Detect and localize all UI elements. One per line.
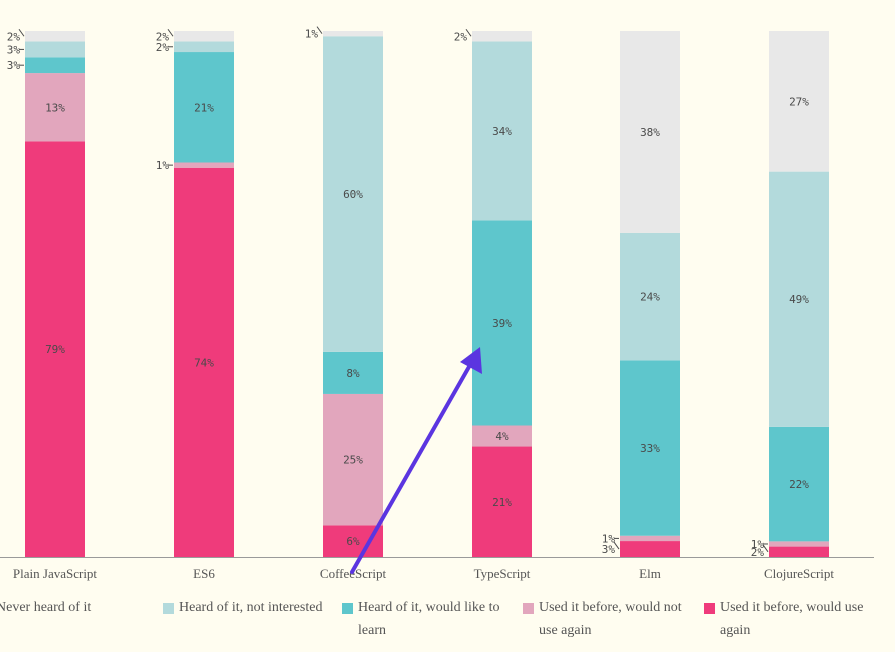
bar-segment-es6-used-it-before-would-not-use-again bbox=[174, 162, 234, 168]
data-label: 39% bbox=[492, 317, 512, 330]
legend-label: Used it before, would use again bbox=[720, 596, 863, 642]
bar-segment-es6-heard-of-it-not-interested bbox=[174, 41, 234, 53]
data-label-outside: 2% bbox=[7, 30, 21, 43]
bar-segment-plain-javascript-used-it-before-would-not-use-again bbox=[25, 73, 85, 142]
bar-segment-elm-never-heard-of-it bbox=[620, 31, 680, 233]
legend-label-line: again bbox=[720, 623, 751, 638]
legend-label: Heard of it, not interested bbox=[179, 596, 322, 619]
bar-segment-typescript-heard-of-it-would-like-to-learn bbox=[472, 220, 532, 426]
annotation-arrow-head bbox=[460, 347, 482, 374]
bar-segment-coffeescript-used-it-before-would-use-again bbox=[323, 525, 383, 557]
data-label: 34% bbox=[492, 125, 512, 138]
bar-segment-coffeescript-heard-of-it-not-interested bbox=[323, 36, 383, 352]
data-label: 60% bbox=[343, 188, 363, 201]
data-label-outside: 1% bbox=[602, 532, 616, 545]
category-label: TypeScript bbox=[474, 566, 531, 581]
legend-label-line: Used it before, would use bbox=[720, 600, 864, 615]
data-label-outside: 1% bbox=[156, 159, 170, 172]
data-label: 4% bbox=[495, 430, 509, 443]
legend-label: Heard of it, would like to learn bbox=[358, 596, 500, 642]
data-label-outside: 2% bbox=[156, 41, 170, 54]
data-label: 27% bbox=[789, 95, 809, 108]
legend-label-line: use again bbox=[539, 623, 592, 638]
data-label: 33% bbox=[640, 442, 660, 455]
category-label: Plain JavaScript bbox=[13, 566, 98, 581]
bar-segment-clojurescript-heard-of-it-would-like-to-learn bbox=[769, 426, 829, 542]
bar-segment-clojurescript-used-it-before-would-use-again bbox=[769, 546, 829, 557]
category-label: ClojureScript bbox=[764, 566, 834, 581]
data-label: 24% bbox=[640, 291, 660, 304]
stacked-bar-chart: 79%13%3%3%2%Plain JavaScript74%1%21%2%2%… bbox=[0, 26, 874, 581]
data-label: 8% bbox=[346, 367, 360, 380]
bar-segment-coffeescript-heard-of-it-would-like-to-learn bbox=[323, 351, 383, 394]
bar-segment-coffeescript-used-it-before-would-not-use-again bbox=[323, 393, 383, 526]
bar-segment-es6-used-it-before-would-use-again bbox=[174, 167, 234, 557]
data-label-outside: 1% bbox=[305, 28, 319, 41]
bar-segment-plain-javascript-never-heard-of-it bbox=[25, 31, 85, 42]
bar-segment-elm-heard-of-it-not-interested bbox=[620, 232, 680, 361]
label-leader-line bbox=[316, 26, 323, 34]
data-label: 22% bbox=[789, 478, 809, 491]
data-label-outside: 1% bbox=[751, 538, 765, 551]
legend-label-line: learn bbox=[358, 623, 386, 638]
bar-segment-es6-heard-of-it-would-like-to-learn bbox=[174, 52, 234, 163]
data-label: 38% bbox=[640, 126, 660, 139]
annotation-arrow-shaft bbox=[350, 363, 472, 574]
data-label-outside: 2% bbox=[156, 30, 170, 43]
bar-segment-plain-javascript-heard-of-it-not-interested bbox=[25, 41, 85, 58]
legend-label: Used it before, would not use again bbox=[539, 596, 682, 642]
bar-segment-clojurescript-heard-of-it-not-interested bbox=[769, 171, 829, 427]
bar-segment-typescript-used-it-before-would-use-again bbox=[472, 446, 532, 557]
data-label-outside: 2% bbox=[454, 30, 468, 43]
bar-segment-elm-used-it-before-would-use-again bbox=[620, 541, 680, 557]
data-label: 49% bbox=[789, 293, 809, 306]
bar-segment-elm-used-it-before-would-not-use-again bbox=[620, 535, 680, 542]
label-leader-line bbox=[762, 544, 769, 553]
data-label: 79% bbox=[45, 343, 65, 356]
bar-segment-coffeescript-never-heard-of-it bbox=[323, 31, 383, 37]
bar-segment-typescript-never-heard-of-it bbox=[472, 31, 532, 42]
data-label: 13% bbox=[45, 101, 65, 114]
bar-segment-clojurescript-used-it-before-would-not-use-again bbox=[769, 541, 829, 547]
legend-label-line: Heard of it, would like to bbox=[358, 600, 500, 615]
bar-segment-es6-never-heard-of-it bbox=[174, 31, 234, 42]
legend-swatch bbox=[704, 603, 715, 614]
bar-segment-plain-javascript-used-it-before-would-use-again bbox=[25, 141, 85, 557]
category-label: Elm bbox=[639, 566, 661, 581]
label-leader-line bbox=[613, 541, 620, 550]
legend-swatch bbox=[342, 603, 353, 614]
legend: Never heard of it Heard of it, not intere… bbox=[0, 596, 895, 652]
legend-label-line: Used it before, would not bbox=[539, 600, 682, 615]
bar-segment-clojurescript-never-heard-of-it bbox=[769, 31, 829, 172]
data-label-outside: 3% bbox=[7, 43, 21, 56]
label-leader-line bbox=[167, 28, 174, 37]
data-label: 74% bbox=[194, 356, 214, 369]
data-label: 21% bbox=[492, 496, 512, 509]
bar-segment-plain-javascript-heard-of-it-would-like-to-learn bbox=[25, 57, 85, 74]
legend-swatch bbox=[163, 603, 174, 614]
bar-segment-elm-heard-of-it-would-like-to-learn bbox=[620, 360, 680, 536]
data-label: 6% bbox=[346, 535, 360, 548]
label-leader-line bbox=[18, 28, 25, 37]
data-label-outside: 3% bbox=[7, 59, 21, 72]
legend-label: Never heard of it bbox=[0, 596, 91, 619]
bar-segment-typescript-heard-of-it-not-interested bbox=[472, 41, 532, 221]
data-label: 25% bbox=[343, 454, 363, 467]
data-label-outside: 3% bbox=[602, 543, 616, 556]
legend-label-line: Heard of it, not interested bbox=[179, 600, 323, 615]
data-label: 21% bbox=[194, 101, 214, 114]
legend-swatch bbox=[523, 603, 534, 614]
category-label: ES6 bbox=[193, 566, 215, 581]
data-label-outside: 2% bbox=[751, 546, 765, 559]
bar-segment-typescript-used-it-before-would-not-use-again bbox=[472, 425, 532, 447]
legend-label-line: Never heard of it bbox=[0, 600, 92, 615]
label-leader-line bbox=[465, 28, 472, 37]
